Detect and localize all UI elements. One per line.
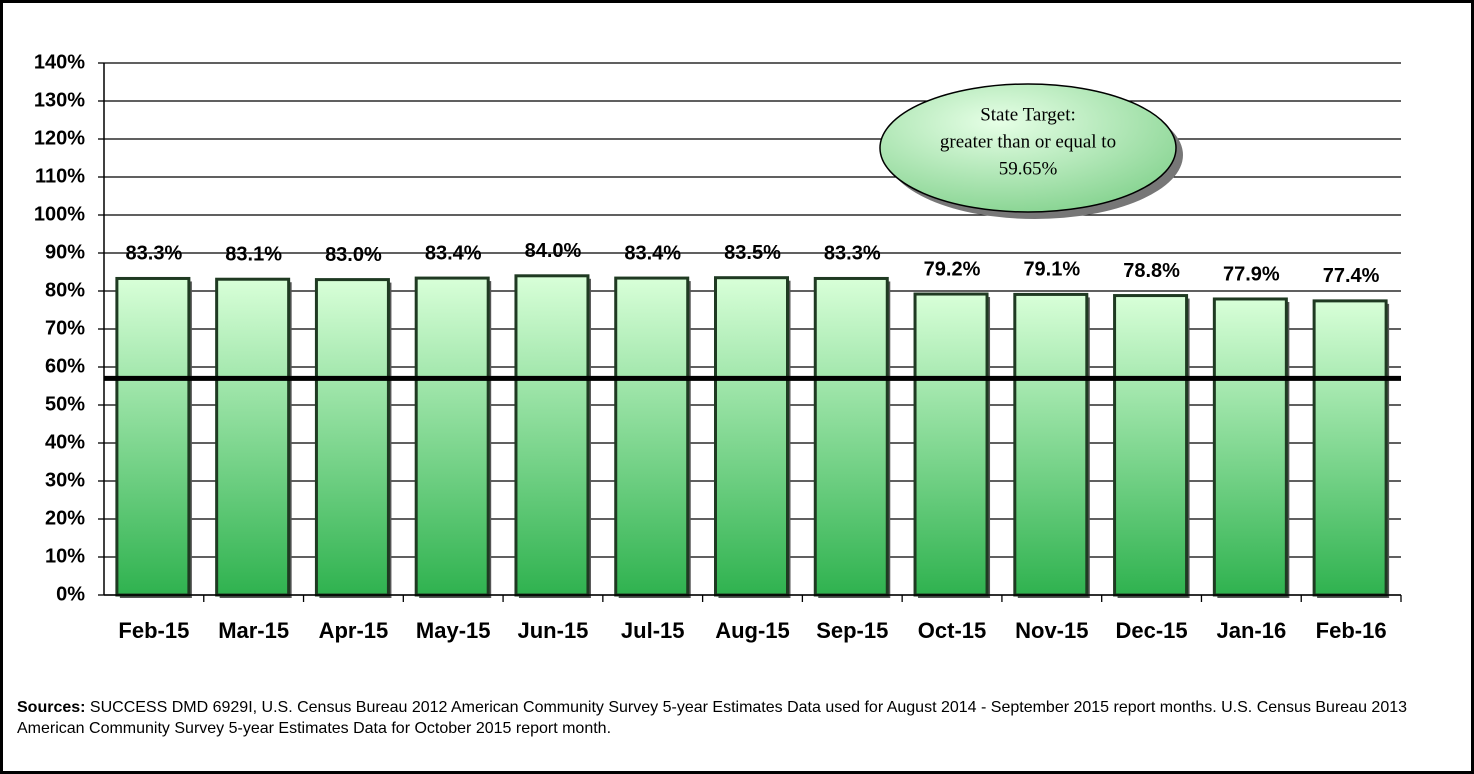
note-label: Sources: (17, 699, 86, 716)
value-label: 77.9% (1223, 263, 1280, 285)
value-label: 79.1% (1023, 259, 1080, 281)
bar (1013, 292, 1089, 597)
y-tick-label: 140% (34, 51, 85, 73)
value-label: 84.0% (525, 240, 582, 262)
bar (614, 276, 690, 597)
bar (1212, 297, 1288, 597)
value-label: 83.5% (724, 242, 781, 264)
annotation-bubble (879, 83, 1177, 213)
note-text: SUCCESS DMD 6929I, U.S. Census Bureau 20… (17, 699, 1408, 737)
y-tick-label: 50% (45, 393, 85, 415)
x-tick-label: Apr-15 (319, 618, 389, 643)
y-tick-label: 20% (45, 507, 85, 529)
y-tick-label: 90% (45, 241, 85, 263)
value-label: 83.4% (624, 242, 681, 264)
y-tick-label: 40% (45, 431, 85, 453)
value-label: 83.3% (126, 243, 183, 265)
bar (714, 276, 789, 597)
y-tick-label: 60% (45, 355, 85, 377)
x-tick-label: Feb-15 (118, 618, 189, 643)
bar (913, 292, 989, 597)
y-tick-label: 70% (45, 317, 85, 339)
x-tick-label: Dec-15 (1115, 618, 1187, 643)
annotation-text: 59.65% (999, 158, 1058, 179)
value-label: 83.0% (325, 244, 382, 266)
bar (813, 276, 889, 597)
bar (1312, 299, 1388, 597)
value-label: 83.1% (225, 244, 282, 266)
y-tick-label: 0% (56, 583, 85, 605)
y-tick-label: 120% (34, 127, 85, 149)
x-tick-label: Nov-15 (1015, 618, 1088, 643)
y-tick-label: 110% (35, 165, 85, 187)
value-label: 83.4% (425, 242, 482, 264)
annotation-text: greater than or equal to (940, 131, 1116, 152)
bar (314, 278, 390, 597)
value-label: 79.2% (924, 258, 981, 280)
x-tick-label: Jan-16 (1216, 618, 1286, 643)
x-tick-label: Mar-15 (218, 618, 289, 643)
bar (1113, 294, 1189, 597)
value-label: 83.3% (824, 243, 881, 265)
y-tick-label: 130% (34, 89, 85, 111)
y-tick-label: 10% (45, 545, 85, 567)
source-note: Sources: SUCCESS DMD 6929I, U.S. Census … (17, 697, 1457, 739)
x-tick-label: May-15 (416, 618, 491, 643)
annotation-text: State Target: (980, 104, 1076, 125)
bar (115, 276, 191, 597)
x-tick-label: Oct-15 (918, 618, 986, 643)
y-tick-label: 80% (45, 279, 85, 301)
x-tick-label: Aug-15 (715, 618, 790, 643)
value-label: 78.8% (1123, 260, 1180, 282)
y-tick-label: 100% (34, 203, 85, 225)
x-tick-label: Jul-15 (621, 618, 685, 643)
y-tick-label: 30% (45, 469, 85, 491)
value-label: 77.4% (1323, 265, 1380, 287)
bar (414, 276, 490, 597)
bar (514, 274, 590, 597)
x-tick-label: Sep-15 (816, 618, 888, 643)
x-tick-label: Feb-16 (1316, 618, 1387, 643)
chart: 0% 10% 20% 30% 40% 50% 60% 70% 80% 90% 100% 110% 120… (34, 51, 1402, 643)
x-tick-label: Jun-15 (518, 618, 589, 643)
bar (215, 277, 291, 597)
